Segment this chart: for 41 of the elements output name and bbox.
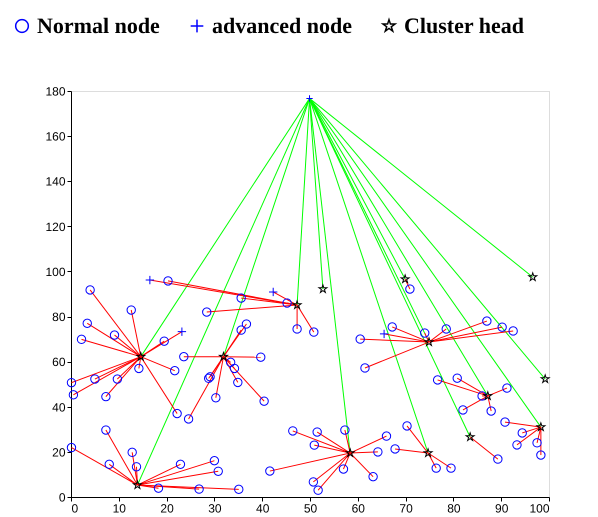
y-tick-label: 80 — [52, 310, 66, 324]
point — [379, 329, 389, 339]
y-tick-label: 60 — [52, 355, 66, 370]
y-tick-label: 40 — [52, 400, 66, 414]
y-tick-label: 100 — [45, 264, 66, 279]
point — [268, 287, 278, 297]
point — [292, 300, 302, 309]
y-tick-label: 0 — [58, 490, 66, 504]
point — [424, 448, 433, 457]
x-tick-label: 90 — [495, 502, 509, 516]
point — [145, 275, 155, 285]
x-tick-label: 80 — [447, 502, 461, 516]
x-tick-label: 40 — [256, 502, 270, 516]
point — [306, 94, 314, 102]
legend-label: Normal node — [37, 13, 160, 38]
point — [528, 272, 538, 281]
y-tick-label: 140 — [45, 174, 66, 189]
point — [466, 432, 475, 441]
point — [318, 284, 328, 293]
x-tick-label: 60 — [352, 502, 366, 516]
point — [540, 374, 550, 383]
point — [136, 352, 146, 361]
y-tick-label: 120 — [45, 220, 66, 234]
point — [400, 274, 410, 283]
point — [536, 422, 546, 431]
legend-label: advanced node — [212, 13, 352, 38]
point — [132, 480, 142, 489]
point — [424, 337, 434, 346]
y-tick-label: 160 — [45, 130, 66, 144]
y-tick-label: 20 — [52, 445, 66, 460]
x-tick-label: 100 — [529, 502, 550, 516]
legend-label: Cluster head — [404, 13, 524, 38]
x-tick-label: 50 — [304, 502, 318, 516]
point — [346, 448, 355, 457]
point — [177, 326, 187, 336]
x-tick-label: 30 — [208, 502, 222, 516]
x-tick-label: 70 — [399, 502, 414, 516]
x-tick-label: 0 — [72, 502, 78, 516]
x-tick-label: 20 — [160, 502, 174, 516]
x-tick-label: 10 — [112, 502, 126, 516]
y-tick-label: 180 — [45, 84, 66, 98]
